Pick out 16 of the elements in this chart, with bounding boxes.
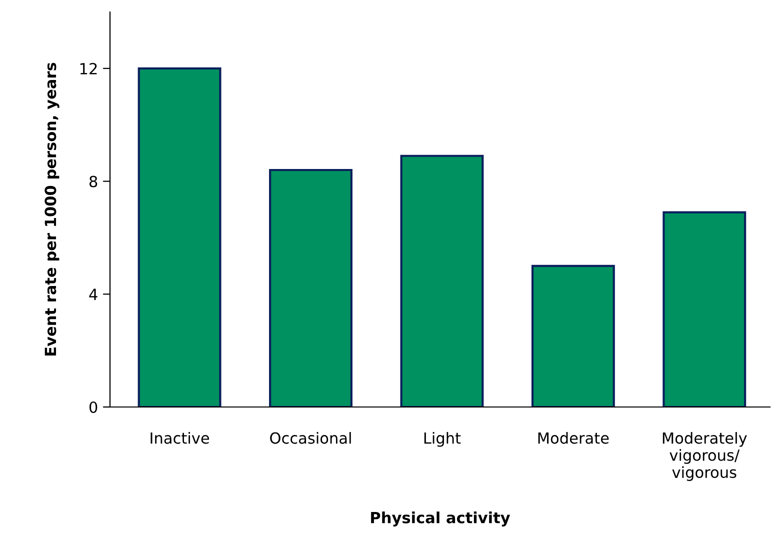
x-tick-label: Inactive [150,432,210,444]
y-tick-label: 12 [80,62,97,74]
x-tick-label: Light [424,432,461,447]
y-axis-title: Event rate per 1000 person, years [44,62,60,356]
y-tick-label: 0 [89,401,98,414]
y-tick-label: 4 [89,288,98,300]
bar [531,264,615,407]
y-tick-label: 8 [90,176,98,188]
x-tick-label: Moderate [538,432,609,444]
x-tick-label: Occasional [270,432,351,444]
bar [400,154,484,407]
x-tick-label: Moderately vigorous/ vigorous [662,432,747,481]
bar [138,67,222,407]
bar [662,211,746,407]
bar [269,168,352,407]
x-axis-title: Physical activity [371,512,510,526]
